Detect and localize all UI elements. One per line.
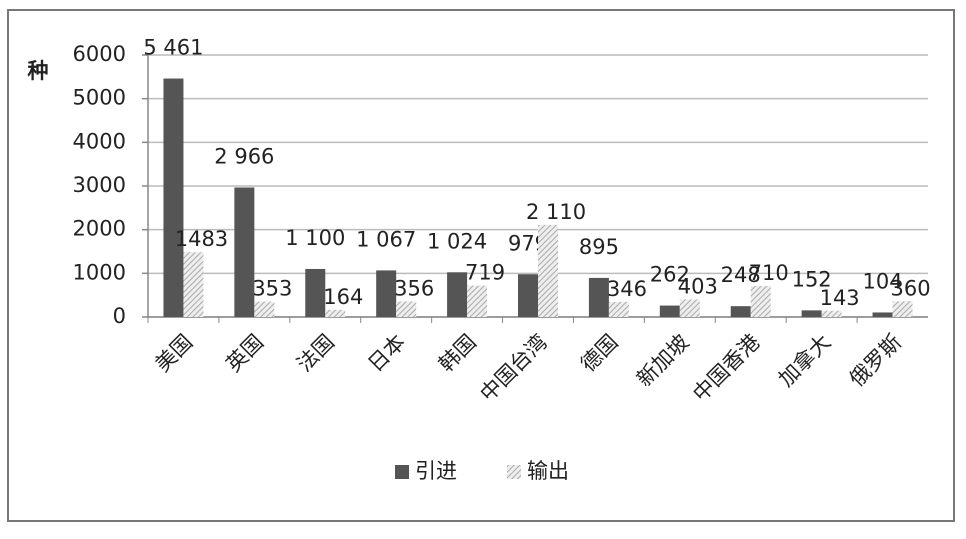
value-label: 1 100 <box>285 226 345 250</box>
y-tick-label: 3000 <box>73 173 126 197</box>
value-label: 104 <box>862 269 902 293</box>
bar <box>538 224 558 317</box>
bar <box>608 301 629 317</box>
value-label: 1483 <box>175 227 228 251</box>
value-label: 143 <box>820 286 860 310</box>
value-label: 346 <box>607 277 647 301</box>
bar <box>679 299 700 317</box>
legend-label: 引进 <box>415 459 457 483</box>
x-tick-label: 加拿大 <box>774 330 836 392</box>
bar <box>447 272 468 317</box>
x-tick-label: 日本 <box>363 330 410 377</box>
bar <box>588 277 609 317</box>
x-tick-label: 中国台湾 <box>475 330 551 406</box>
bar <box>376 270 397 317</box>
bar <box>325 309 346 317</box>
y-tick-label: 0 <box>113 304 126 328</box>
y-tick-label: 5000 <box>73 86 126 110</box>
bar <box>163 78 184 317</box>
value-label: 152 <box>792 267 832 291</box>
y-tick-label: 4000 <box>73 129 126 153</box>
y-tick-label: 1000 <box>73 260 126 284</box>
value-label: 719 <box>465 261 505 285</box>
y-tick-label: 6000 <box>73 42 126 66</box>
y-axis-label: 种 <box>27 59 49 83</box>
bar <box>234 187 255 317</box>
bar <box>254 301 275 317</box>
bar <box>872 312 893 317</box>
chart-frame <box>7 9 955 522</box>
legend-swatch <box>507 465 521 479</box>
x-tick-label: 法国 <box>292 330 339 377</box>
x-tick-label: 中国香港 <box>688 330 764 406</box>
value-label: 403 <box>678 274 718 298</box>
value-label: 2 110 <box>526 200 586 224</box>
bar <box>801 310 822 317</box>
bar <box>518 274 538 317</box>
y-tick-label: 2000 <box>73 217 126 241</box>
value-label: 5 461 <box>143 36 203 60</box>
x-tick-label: 德国 <box>576 330 623 377</box>
value-label: 353 <box>252 277 292 301</box>
bar <box>183 252 204 317</box>
bar <box>659 305 680 317</box>
bar <box>396 301 417 317</box>
x-tick-label: 韩国 <box>434 330 481 377</box>
x-tick-label: 俄罗斯 <box>845 330 907 392</box>
x-tick-label: 新加坡 <box>632 330 694 392</box>
bar <box>750 285 771 317</box>
bar <box>892 301 913 317</box>
value-label: 262 <box>650 263 690 287</box>
x-tick-label: 美国 <box>151 330 198 377</box>
bar <box>730 306 751 317</box>
bar <box>821 310 842 317</box>
value-label: 164 <box>323 285 363 309</box>
value-label: 248 <box>721 263 761 287</box>
value-label: 360 <box>890 276 930 300</box>
value-label: 895 <box>579 235 619 259</box>
value-label: 2 966 <box>214 144 274 168</box>
bar <box>467 285 488 317</box>
value-label: 1 024 <box>427 229 487 253</box>
value-label: 710 <box>749 261 789 285</box>
value-label: 356 <box>394 276 434 300</box>
x-tick-label: 英国 <box>221 330 268 377</box>
value-label: 1 067 <box>356 227 416 251</box>
bar <box>305 268 326 317</box>
legend-swatch <box>395 465 409 479</box>
legend-label: 输出 <box>527 459 569 483</box>
